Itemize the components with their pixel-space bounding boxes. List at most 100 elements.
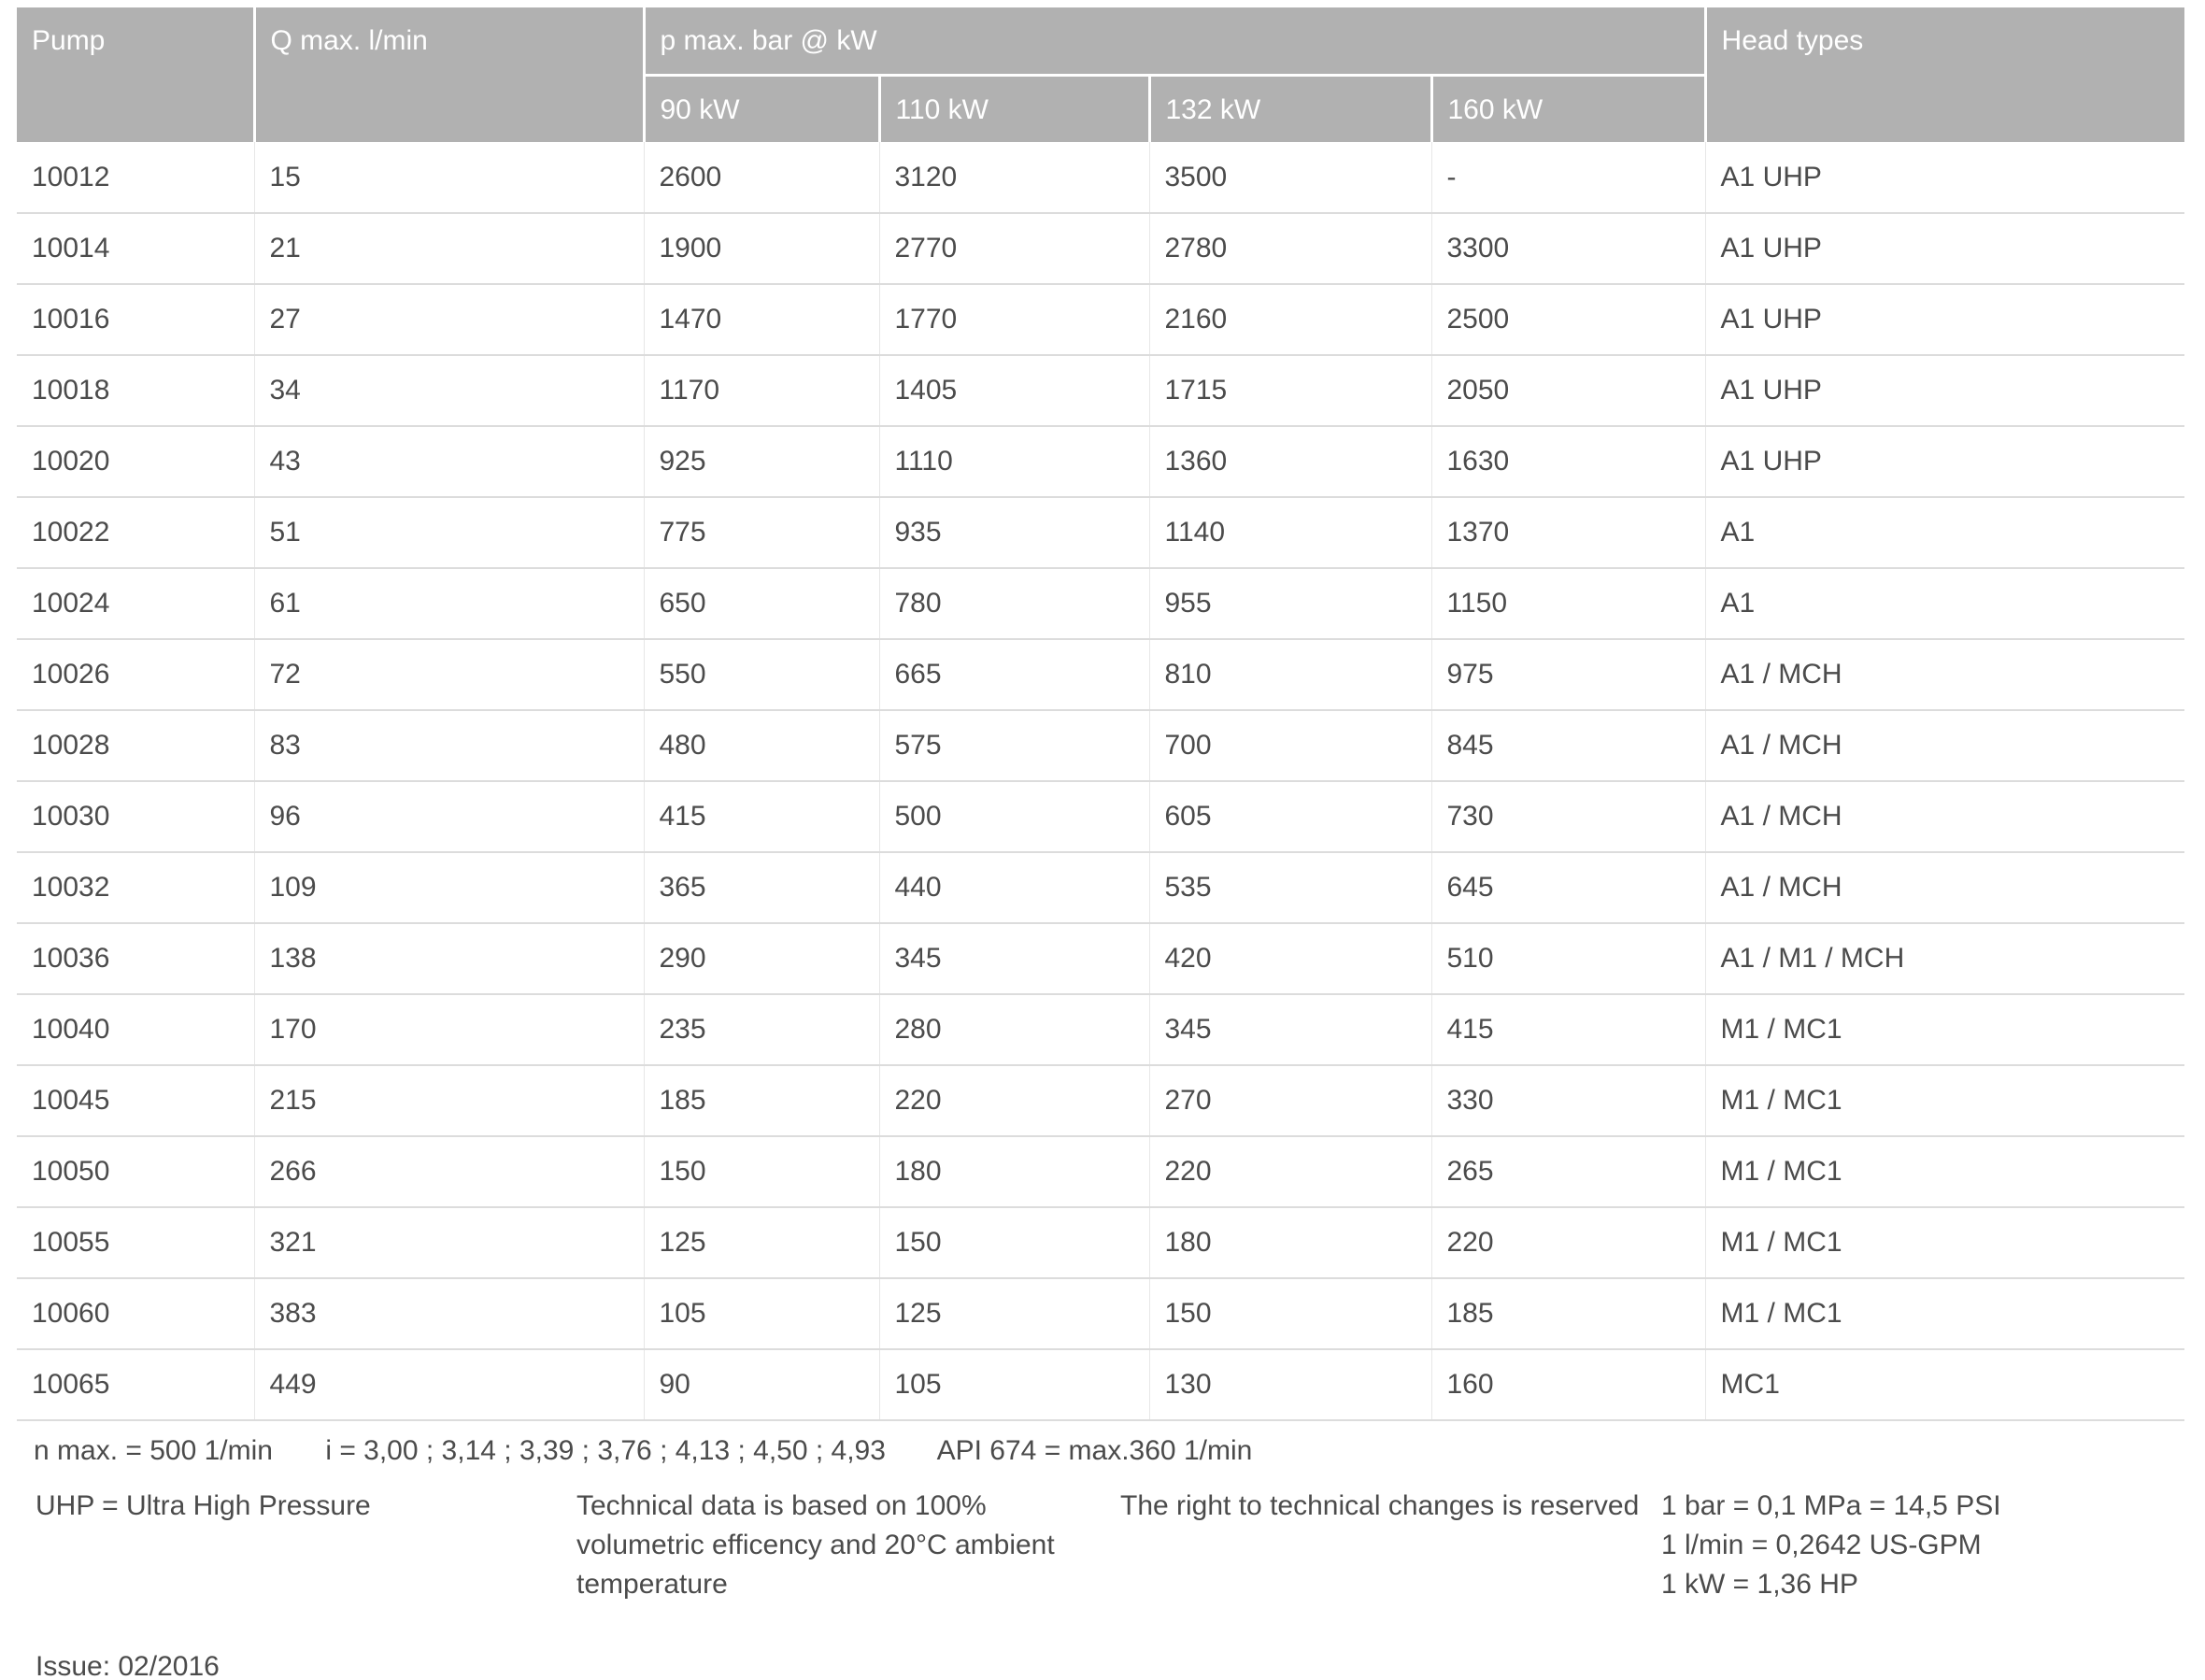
kw110-cell: 500: [878, 780, 1149, 852]
kw110-cell: 575: [878, 709, 1149, 781]
kw160-cell: 330: [1430, 1064, 1706, 1136]
pump-id-cell: 10045: [17, 1064, 254, 1136]
table-header: Pump Q max. l/min p max. bar @ kW Head t…: [17, 7, 2185, 142]
issue-label: Issue: 02/2016: [36, 1651, 220, 1680]
qmax-cell: 72: [253, 638, 644, 710]
head-types-cell: A1 / MCH: [1704, 638, 2185, 710]
kw110-cell: 935: [878, 496, 1149, 568]
qmax-cell: 215: [253, 1064, 644, 1136]
kw160-cell: 730: [1430, 780, 1706, 852]
kw110-cell: 280: [878, 993, 1149, 1065]
pump-id-cell: 10028: [17, 709, 254, 781]
pump-id-cell: 10024: [17, 567, 254, 639]
kw90-cell: 925: [643, 425, 879, 497]
kw132-cell: 1140: [1148, 496, 1431, 568]
kw132-cell: 700: [1148, 709, 1431, 781]
kw-subheader-row: 90 kW 110 kW 132 kW 160 kW: [17, 75, 2184, 142]
kw160-cell: 510: [1430, 922, 1706, 994]
conversion-bar-psi: 1 bar = 0,1 MPa = 14,5 PSI: [1661, 1490, 2001, 1521]
table-row: 10045 215 185 220 270 330 M1 / MC1: [17, 1064, 2185, 1136]
footer-uhp-note: UHP = Ultra High Pressure: [36, 1490, 371, 1521]
kw132-cell: 1360: [1148, 425, 1431, 497]
qmax-cell: 96: [253, 780, 644, 852]
table-body: 10012 15 2600 3120 3500- A1 UHP 10014 21 1900 277…: [17, 142, 2185, 1421]
kw160-cell: 2500: [1430, 283, 1706, 355]
kw110-cell: 780: [878, 567, 1149, 639]
head-types-cell: M1 / MC1: [1704, 993, 2185, 1065]
col-header-qmax: Q max. l/min: [252, 7, 644, 142]
table-row: 10016 27 1470 1770 2160 2500 A1 UHP: [17, 283, 2185, 355]
footnote-i-values: i = 3,00 ; 3,14 ; 3,39 ; 3,76 ; 4,13 ; 4…: [325, 1435, 886, 1466]
qmax-cell: 43: [253, 425, 644, 497]
qmax-cell: 51: [253, 496, 644, 568]
kw160-cell: -: [1430, 142, 1706, 213]
pump-id-cell: 10014: [17, 212, 254, 284]
kw90-cell: 125: [643, 1206, 879, 1278]
table-row: 10020 43 925 1110 1360 1630 A1 UHP: [17, 425, 2185, 497]
conversion-lmin-gpm: 1 l/min = 0,2642 US-GPM: [1661, 1530, 1982, 1560]
kw90-cell: 290: [643, 922, 879, 994]
table-row: 10012 15 2600 3120 3500- A1 UHP: [17, 142, 2185, 213]
head-types-cell: A1 UHP: [1704, 425, 2185, 497]
footer-conversions: 1 bar = 0,1 MPa = 14,5 PSI 1 l/min = 0,2…: [1661, 1487, 2205, 1604]
kw132-cell: 3500: [1148, 142, 1431, 213]
pump-id-cell: 10065: [17, 1348, 254, 1421]
kw132-cell: 2160: [1148, 283, 1431, 355]
pump-id-cell: 10026: [17, 638, 254, 710]
table-row: 10028 83 480 575 700 845 A1 / MCH: [17, 709, 2185, 781]
pump-spec-sheet: Pump Q max. l/min p max. bar @ kW Head t…: [0, 7, 2205, 1680]
qmax-cell: 383: [253, 1277, 644, 1349]
qmax-cell: 449: [253, 1348, 644, 1421]
head-types-cell: A1: [1704, 496, 2185, 568]
pump-id-cell: 10036: [17, 922, 254, 994]
kw132-cell: 810: [1148, 638, 1431, 710]
table-row: 10014 21 1900 2770 2780 3300 A1 UHP: [17, 212, 2185, 284]
pump-id-cell: 10055: [17, 1206, 254, 1278]
footnote-nmax: n max. = 500 1/min: [34, 1435, 273, 1466]
kw90-cell: 550: [643, 638, 879, 710]
kw90-cell: 105: [643, 1277, 879, 1349]
kw110-cell: 125: [878, 1277, 1149, 1349]
pump-id-cell: 10030: [17, 780, 254, 852]
kw160-cell: 1370: [1430, 496, 1706, 568]
qmax-cell: 61: [253, 567, 644, 639]
kw160-cell: 265: [1430, 1135, 1706, 1207]
table-row: 10024 61 650 780 955 1150 A1: [17, 567, 2185, 639]
head-types-cell: A1 / MCH: [1704, 709, 2185, 781]
table-row: 10065 449 90 105 130 160 MC1: [17, 1348, 2185, 1421]
table-row: 10060 383 105 125 150 185 M1 / MC1: [17, 1277, 2185, 1349]
kw110-cell: 440: [878, 851, 1149, 923]
kw90-cell: 365: [643, 851, 879, 923]
footer-rights-note: The right to technical changes is reserv…: [1120, 1490, 1640, 1521]
kw110-cell: 3120: [878, 142, 1149, 213]
kw132-cell: 955: [1148, 567, 1431, 639]
col-header-pump: Pump: [17, 7, 254, 142]
kw110-cell: 665: [878, 638, 1149, 710]
head-types-cell: M1 / MC1: [1704, 1277, 2185, 1349]
table-row: 10055 321 125 150 180 220 M1 / MC1: [17, 1206, 2185, 1278]
pump-id-cell: 10060: [17, 1277, 254, 1349]
col-header-kw-90-kw: 90 kW: [642, 75, 879, 142]
kw160-cell: 415: [1430, 993, 1706, 1065]
head-types-cell: A1 UHP: [1704, 354, 2185, 426]
table-row: 10026 72 550 665 810 975 A1 / MCH: [17, 638, 2185, 710]
kw90-cell: 1900: [643, 212, 879, 284]
footer-notes: UHP = Ultra High Pressure Technical data…: [36, 1487, 2205, 1604]
table-row: 10036 138 290 345 420 510 A1 / M1 / MCH: [17, 922, 2185, 994]
head-types-cell: MC1: [1704, 1348, 2185, 1421]
kw90-cell: 650: [643, 567, 879, 639]
kw110-cell: 1405: [878, 354, 1149, 426]
kw90-cell: 415: [643, 780, 879, 852]
head-types-cell: M1 / MC1: [1704, 1135, 2185, 1207]
kw90-cell: 2600: [643, 142, 879, 213]
head-types-cell: M1 / MC1: [1704, 1064, 2185, 1136]
kw160-cell: 1150: [1430, 567, 1706, 639]
col-header-kw-160-kw: 160 kW: [1430, 75, 1706, 142]
kw160-cell: 845: [1430, 709, 1706, 781]
kw132-cell: 270: [1148, 1064, 1431, 1136]
footnote-api: API 674 = max.360 1/min: [936, 1435, 1253, 1466]
kw110-cell: 105: [878, 1348, 1149, 1421]
kw110-cell: 2770: [878, 212, 1149, 284]
pump-spec-table: Pump Q max. l/min p max. bar @ kW Head t…: [17, 7, 2185, 1421]
kw160-cell: 975: [1430, 638, 1706, 710]
